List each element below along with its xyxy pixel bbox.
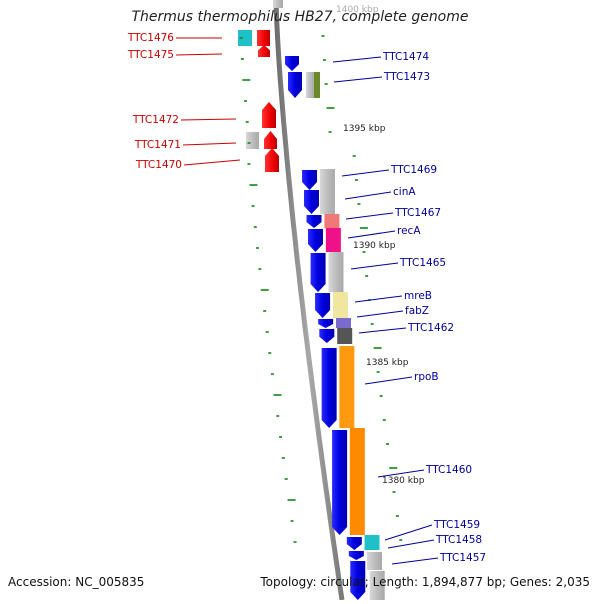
leader-line-forward <box>347 230 396 239</box>
leader-line-reverse <box>180 118 237 121</box>
feature-forward-10 <box>332 430 348 535</box>
leader-line-forward <box>384 524 433 541</box>
feature-top-gray <box>273 0 283 8</box>
feature-annotation-8 <box>339 346 355 428</box>
feature-ttc1475 <box>258 45 270 57</box>
feature-ttc1470 <box>265 148 279 172</box>
leader-line-forward <box>332 56 382 63</box>
feature-forward-3 <box>306 215 322 228</box>
gene-label-forward: rpoB <box>414 371 439 383</box>
feature-ttc1473-blue <box>288 72 302 98</box>
feature-ttc1473-gray <box>306 72 314 98</box>
feature-forward-11 <box>346 537 362 550</box>
feature-annotation-6 <box>336 318 352 328</box>
leader-line-reverse <box>182 142 237 146</box>
leader-line-forward <box>354 295 403 303</box>
gene-label-forward: TTC1459 <box>433 519 480 531</box>
genome-title: Thermus thermophilus HB27, complete geno… <box>131 9 469 25</box>
feature-annotation-3 <box>325 228 341 252</box>
gene-label-forward: TTC1474 <box>382 51 429 63</box>
leader-line-forward <box>333 76 383 83</box>
leader-line-forward <box>391 557 439 565</box>
leader-line-forward <box>344 191 392 200</box>
gene-label-forward: TTC1462 <box>407 322 454 334</box>
feature-forward-5 <box>310 253 326 292</box>
scale-label: 1400 kbp <box>336 5 379 15</box>
gene-label-reverse: TTC1472 <box>132 114 179 126</box>
gene-label-reverse: TTC1471 <box>134 139 181 151</box>
feature-ttc1476-cyan <box>238 30 252 46</box>
leader-line-forward <box>341 169 390 177</box>
feature-annotation-1 <box>319 169 335 214</box>
feature-forward-1 <box>302 170 318 190</box>
feature-annotation-11 <box>366 552 382 570</box>
leader-line-forward <box>377 469 425 478</box>
scale-label: 1395 kbp <box>343 124 386 134</box>
gene-label-forward: TTC1467 <box>394 207 441 219</box>
gene-label-forward: TTC1458 <box>435 534 482 546</box>
feature-ttc1471-red <box>264 131 277 149</box>
feature-forward-2 <box>303 190 319 214</box>
scale-label: 1385 kbp <box>366 358 409 368</box>
feature-annotation-4 <box>328 252 344 292</box>
gene-label-forward: TTC1473 <box>383 71 430 83</box>
feature-forward-9 <box>321 348 337 428</box>
leader-line-forward <box>350 262 399 270</box>
feature-annotation-2 <box>324 214 340 228</box>
gene-label-forward: mreB <box>404 290 432 302</box>
leader-line-forward <box>356 310 404 318</box>
leader-line-forward <box>387 539 435 549</box>
feature-forward-4 <box>307 229 323 252</box>
feature-ttc1474 <box>285 56 299 71</box>
genome-backbone <box>273 0 345 601</box>
feature-annotation-5 <box>332 292 348 318</box>
genome-summary-text: Topology: circular; Length: 1,894,877 bp… <box>260 575 590 589</box>
feature-forward-13 <box>350 561 366 600</box>
feature-forward-12 <box>348 551 364 560</box>
scale-label: 1380 kbp <box>382 476 425 486</box>
feature-ttc1476-red <box>257 30 270 46</box>
leader-line-reverse <box>175 53 223 56</box>
feature-annotation-12 <box>369 571 385 600</box>
gene-label-forward: TTC1469 <box>390 164 437 176</box>
gene-label-forward: recA <box>397 225 421 237</box>
gene-label-reverse: TTC1475 <box>127 49 174 61</box>
feature-ttc1473-olive <box>314 72 320 98</box>
feature-annotation-10 <box>364 535 380 550</box>
gene-label-forward: TTC1465 <box>399 257 446 269</box>
feature-ttc1472 <box>262 102 276 128</box>
gene-label-reverse: TTC1476 <box>127 32 174 44</box>
feature-annotation-7 <box>337 328 353 344</box>
leader-line-reverse <box>183 159 241 166</box>
gene-label-reverse: TTC1470 <box>135 159 182 171</box>
gene-label-forward: fabZ <box>405 305 429 317</box>
gene-label-forward: cinA <box>393 186 416 198</box>
leader-line-forward <box>364 376 413 385</box>
gene-label-forward: TTC1460 <box>425 464 472 476</box>
feature-forward-7 <box>318 319 334 328</box>
leader-line-forward <box>345 212 394 220</box>
accession-text: Accession: NC_005835 <box>8 575 145 589</box>
gene-label-forward: TTC1457 <box>439 552 486 564</box>
scale-label: 1390 kbp <box>353 241 396 251</box>
leader-line-forward <box>358 327 407 334</box>
feature-forward-6 <box>315 293 331 318</box>
feature-annotation-9 <box>349 428 365 535</box>
feature-forward-8 <box>319 329 335 343</box>
feature-ttc1471-gray <box>246 132 259 149</box>
